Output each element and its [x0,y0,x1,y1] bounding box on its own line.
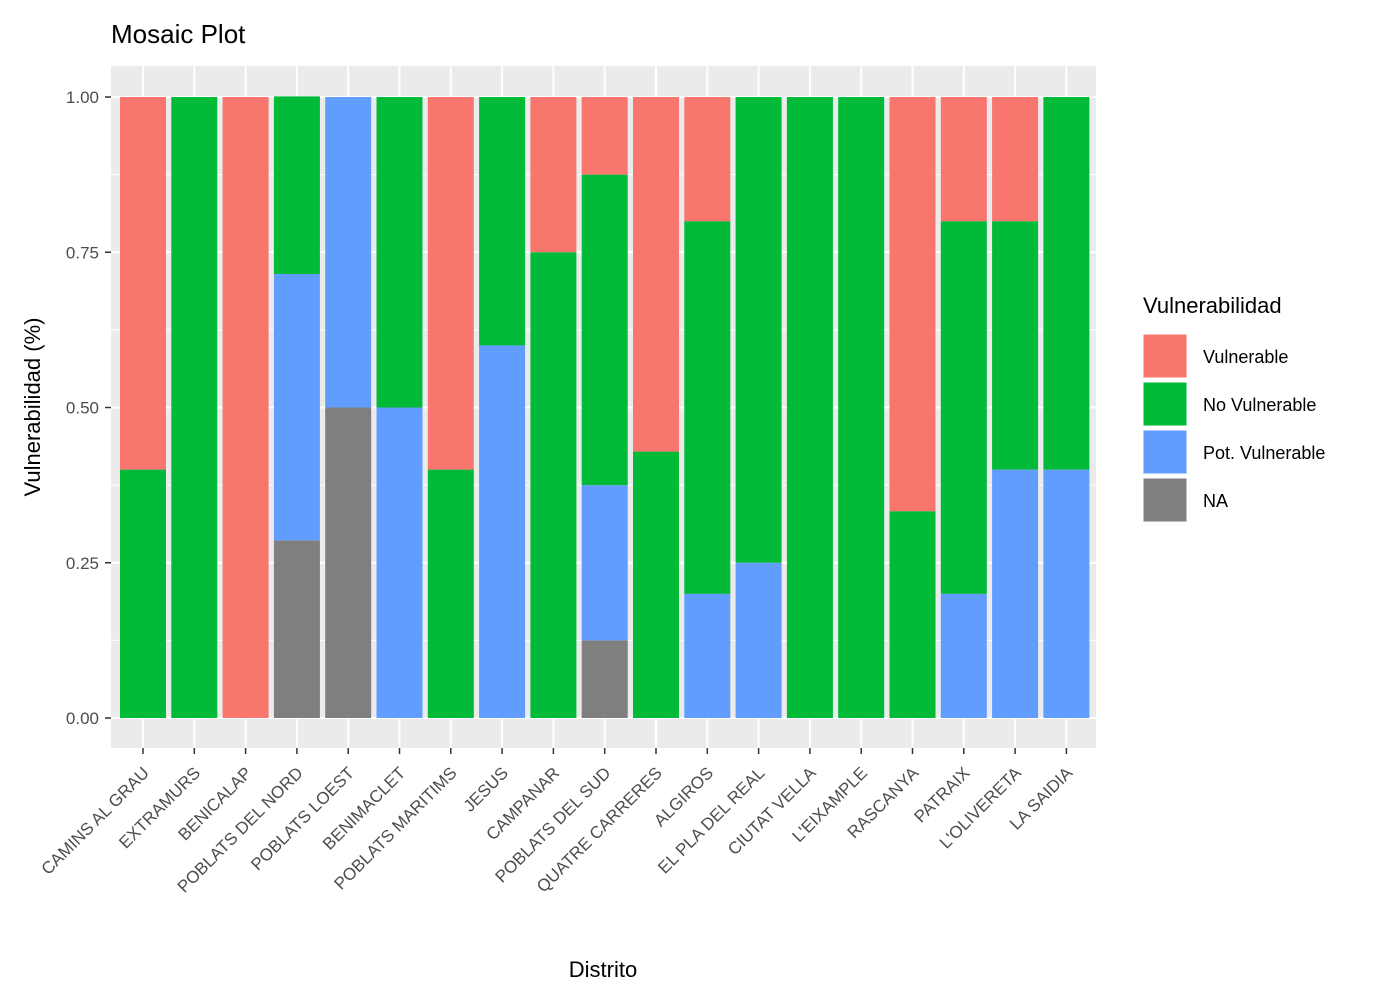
bar-segment [376,97,423,408]
y-tick-label: 0.00 [66,709,99,728]
legend-label: No Vulnerable [1203,395,1316,415]
bar-segment [633,451,679,718]
bar-segment [581,97,628,175]
bar-segment [940,221,987,594]
legend-label: Pot. Vulnerable [1203,443,1325,463]
y-axis-title: Vulnerabilidad (%) [20,318,45,497]
bar-segment [479,345,526,718]
legend-key [1142,333,1188,379]
bar-segment [735,562,782,718]
bar-segment [1043,469,1090,718]
bar-segment [684,221,731,594]
legend: Vulnerabilidad Vulnerable No Vulnerable Po… [1142,293,1325,523]
bar-segment [838,97,885,718]
bar-segment [427,97,474,470]
x-axis-title: Distrito [569,957,637,982]
bar-segment [992,221,1039,470]
bar-segment [889,97,936,512]
legend-label: NA [1203,491,1228,511]
bar-segment [120,97,166,470]
bar-segment [633,97,679,452]
legend-title: Vulnerabilidad [1143,293,1282,318]
bar-segment [171,97,218,718]
bar-segment [889,511,936,718]
bar-segment [376,407,423,718]
bar-segment [581,640,628,718]
bar-segment [992,469,1039,718]
bar-segment [786,97,833,718]
bar-segment [273,96,320,274]
chart-title: Mosaic Plot [111,19,246,49]
bar-segment [325,97,372,408]
bar-segment [992,97,1039,222]
y-tick-label: 1.00 [66,88,99,107]
bar-segment [581,174,628,486]
legend-key [1142,477,1188,523]
x-tick-label: CIUTAT VELLA [724,763,820,859]
bar-segment [273,540,320,718]
bars [120,96,1090,718]
x-axis: CAMINS AL GRAUEXTRAMURSBENICALAPPOBLATS … [38,748,1077,896]
bar-segment [1043,97,1090,470]
y-tick-label: 0.75 [66,243,99,262]
bar-segment [120,469,166,718]
bar-segment [581,485,628,641]
y-tick-label: 0.50 [66,399,99,418]
y-axis: 0.00 0.25 0.50 0.75 1.00 [66,88,111,728]
bar-segment [530,252,577,718]
y-tick-label: 0.25 [66,554,99,573]
bar-segment [427,469,474,718]
legend-label: Vulnerable [1203,347,1288,367]
bar-segment [684,593,731,718]
bar-segment [222,97,269,718]
bar-segment [325,407,372,718]
bar-segment [735,97,782,563]
legend-items: Vulnerable No Vulnerable Pot. Vulnerable NA [1142,333,1325,523]
bar-segment [684,97,731,222]
legend-key [1142,381,1188,427]
bar-segment [940,593,987,718]
bar-segment [479,97,526,346]
bar-segment [273,273,320,541]
bar-segment [940,97,987,222]
legend-key [1142,429,1188,475]
bar-segment [530,97,577,253]
